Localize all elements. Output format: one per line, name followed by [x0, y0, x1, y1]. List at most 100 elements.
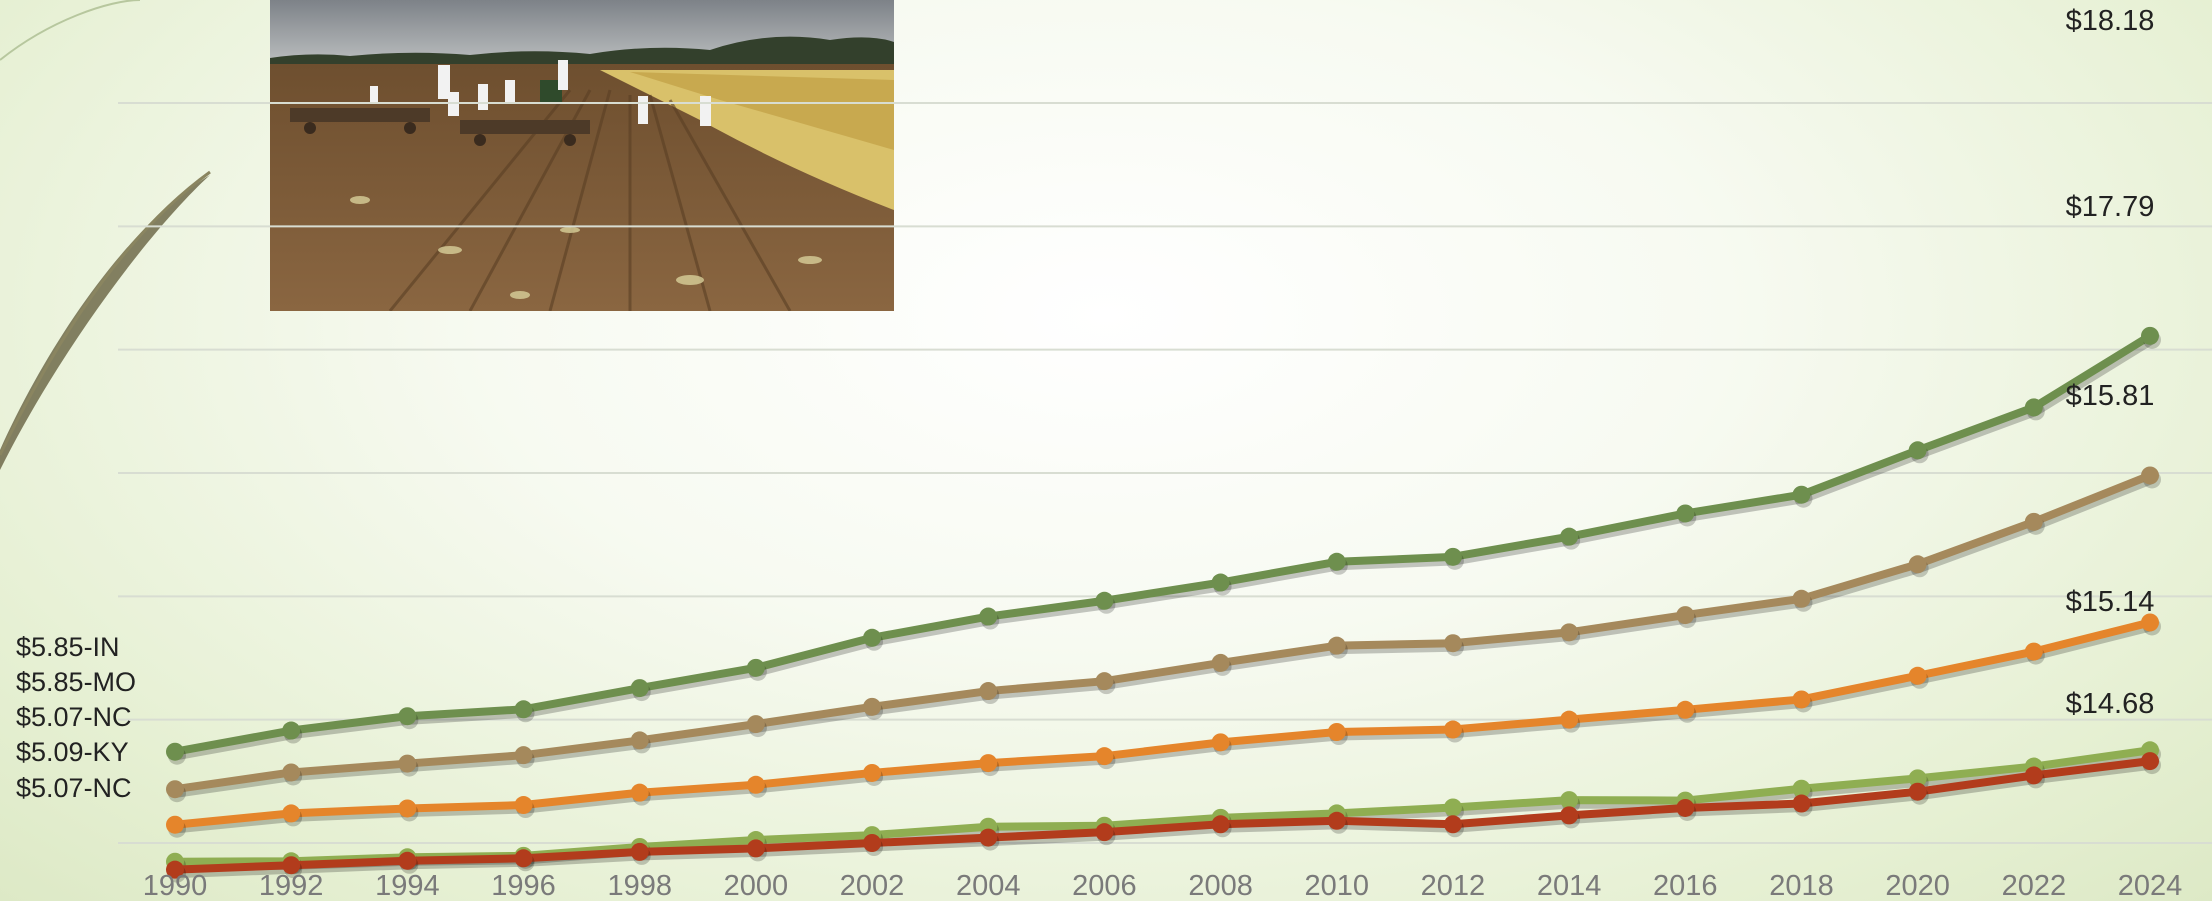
data-point — [1443, 815, 1462, 834]
data-point — [863, 834, 882, 852]
data-point — [863, 763, 882, 782]
decorative-swoosh — [0, 170, 211, 456]
data-point — [398, 851, 417, 870]
data-point — [1676, 606, 1695, 625]
start-value-label: $5.07-NC — [16, 773, 132, 803]
x-tick-label: 1992 — [259, 870, 324, 901]
start-value-label: $5.09-KY — [16, 737, 129, 767]
data-point — [282, 763, 301, 782]
data-point — [1908, 555, 1927, 574]
data-point — [1560, 527, 1579, 546]
x-axis-tick-labels: 1990 1992 1994 1996 1998 2000 2002 2004 2006 2008… — [143, 870, 2183, 901]
data-point — [630, 731, 649, 750]
end-value-labels: $18.18 $17.79 $15.81 $15.14 $14.68 — [2066, 5, 2155, 720]
data-point — [1443, 720, 1462, 739]
x-tick-label: 1998 — [607, 870, 672, 901]
data-point — [1443, 798, 1462, 817]
x-tick-label: 2014 — [1537, 870, 1602, 901]
start-value-labels: $5.85-IN $5.85-MO $5.07-NC $5.09-KY $5.07-NC — [16, 632, 136, 803]
data-point — [282, 721, 301, 740]
data-point — [1095, 823, 1114, 842]
x-tick-label: 2018 — [1769, 870, 1834, 901]
end-value-label: $15.14 — [2066, 586, 2155, 618]
data-point — [282, 856, 301, 875]
x-tick-label: 2008 — [1188, 870, 1253, 901]
x-tick-label: 2020 — [1885, 870, 1950, 901]
x-tick-label: 2016 — [1653, 870, 1718, 901]
data-point — [1211, 573, 1230, 592]
data-point — [1908, 769, 1927, 788]
x-tick-label: 2002 — [840, 870, 905, 901]
data-point — [1908, 441, 1927, 460]
start-value-label: $5.07-NC — [16, 702, 132, 732]
end-value-label: $14.68 — [2066, 688, 2155, 720]
data-point — [1908, 782, 1927, 801]
x-tick-label: 2004 — [956, 870, 1021, 901]
end-value-label: $15.81 — [2066, 380, 2155, 412]
data-point — [1792, 794, 1811, 813]
data-point — [746, 715, 765, 734]
data-point — [630, 679, 649, 698]
data-point — [1211, 815, 1230, 834]
data-point — [1443, 634, 1462, 653]
data-point — [863, 697, 882, 716]
data-point — [1560, 710, 1579, 729]
data-point — [514, 796, 533, 815]
data-point — [1792, 779, 1811, 798]
data-point — [2024, 398, 2043, 417]
data-point — [398, 754, 417, 773]
data-point — [1560, 791, 1579, 810]
data-point — [1095, 747, 1114, 766]
tobacco-field-photo — [270, 0, 894, 311]
series-line-shadow — [172, 474, 2157, 798]
x-tick-label: 2024 — [2118, 870, 2183, 901]
data-point — [1792, 589, 1811, 608]
data-point — [514, 849, 533, 868]
data-point — [746, 775, 765, 794]
end-value-label: $18.18 — [2066, 5, 2155, 37]
data-point — [282, 804, 301, 823]
data-point — [1443, 547, 1462, 566]
data-point — [1095, 672, 1114, 691]
data-point — [630, 842, 649, 861]
data-point — [979, 682, 998, 701]
data-point — [1792, 485, 1811, 504]
data-point — [398, 799, 417, 818]
x-tick-label: 2022 — [2002, 870, 2067, 901]
data-point — [166, 815, 184, 834]
data-point — [1095, 591, 1114, 610]
data-point — [1792, 690, 1811, 709]
data-point — [1908, 666, 1927, 685]
x-tick-label: 2006 — [1072, 870, 1137, 901]
x-tick-label: 2012 — [1421, 870, 1486, 901]
data-point — [1560, 623, 1579, 642]
data-point — [1676, 700, 1695, 719]
data-point — [166, 860, 184, 879]
data-point — [2141, 613, 2159, 632]
data-point — [1676, 798, 1695, 817]
series-layer — [166, 326, 2161, 883]
x-tick-label: 1994 — [375, 870, 440, 901]
x-tick-label: 1996 — [491, 870, 556, 901]
data-point — [398, 707, 417, 726]
start-value-label: $5.85-MO — [16, 667, 136, 697]
data-point — [863, 628, 882, 647]
data-point — [2024, 512, 2043, 531]
series-line — [171, 471, 2154, 794]
data-point — [1327, 811, 1346, 830]
start-value-label: $5.85-IN — [16, 632, 120, 662]
data-point — [630, 783, 649, 802]
series-line-shadow — [172, 621, 2157, 834]
gridlines — [118, 102, 2212, 844]
data-point — [514, 746, 533, 765]
x-tick-label: 2010 — [1305, 870, 1370, 901]
series-line-shadow — [172, 335, 2157, 761]
data-point — [979, 828, 998, 847]
end-value-label: $17.79 — [2066, 191, 2155, 223]
series-line — [171, 331, 2154, 756]
data-point — [1560, 806, 1579, 825]
series-line-shadow — [172, 760, 2157, 879]
data-point — [1211, 733, 1230, 752]
data-point — [166, 780, 184, 799]
